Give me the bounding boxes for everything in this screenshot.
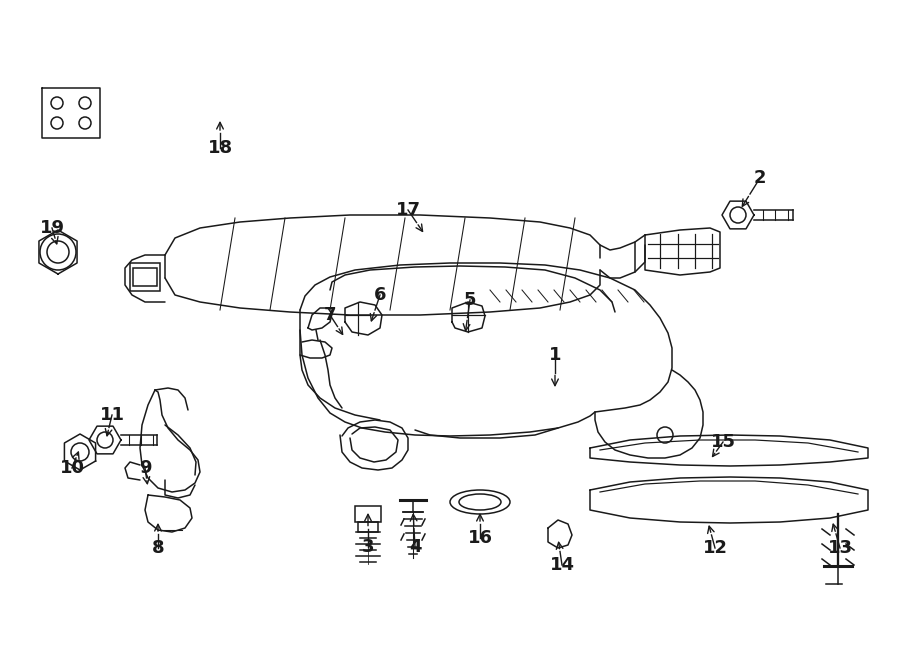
Text: 8: 8	[152, 539, 165, 557]
Text: 19: 19	[40, 219, 65, 237]
Bar	[355, 506, 381, 522]
Text: 3: 3	[362, 538, 374, 556]
Text: 16: 16	[467, 529, 492, 547]
Text: 11: 11	[100, 406, 124, 424]
Text: 7: 7	[324, 306, 337, 324]
Text: 14: 14	[550, 556, 574, 574]
Text: 5: 5	[464, 291, 476, 309]
Text: 2: 2	[754, 169, 766, 187]
Bar	[358, 522, 378, 532]
Text: 9: 9	[139, 459, 151, 477]
Text: 17: 17	[395, 201, 420, 219]
Bar	[133, 268, 157, 286]
Text: 18: 18	[207, 139, 232, 157]
Text: 6: 6	[374, 286, 386, 304]
Bar	[130, 263, 160, 291]
Text: 15: 15	[710, 433, 735, 451]
Text: 13: 13	[827, 539, 852, 557]
Text: 4: 4	[409, 538, 421, 556]
Text: 12: 12	[703, 539, 727, 557]
Text: 1: 1	[549, 346, 562, 364]
Text: 10: 10	[59, 459, 85, 477]
